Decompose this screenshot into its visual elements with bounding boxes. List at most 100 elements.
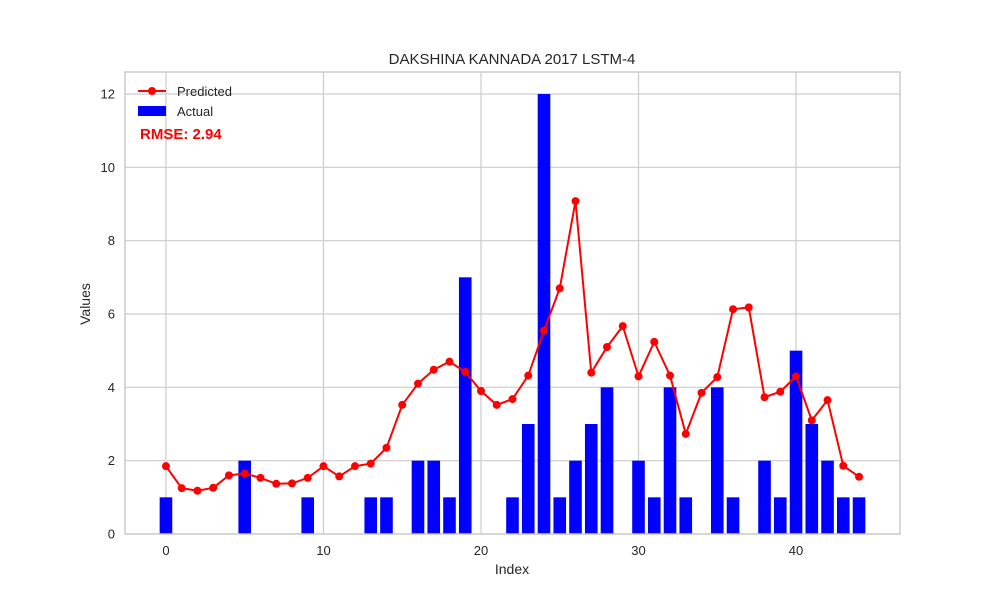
actual-bar — [584, 424, 598, 534]
actual-bar — [710, 387, 724, 534]
x-tick-label: 30 — [631, 543, 645, 558]
actual-bar — [600, 387, 614, 534]
predicted-point — [398, 400, 407, 409]
legend-predicted-label: Predicted — [177, 84, 232, 99]
predicted-point — [792, 372, 801, 381]
predicted-point — [603, 343, 612, 351]
y-tick-label: 6 — [108, 307, 115, 322]
actual-bar — [852, 497, 866, 534]
x-tick-label: 20 — [474, 543, 488, 558]
predicted-point — [303, 473, 312, 482]
actual-bar — [458, 277, 472, 534]
x-axis-label: Index — [495, 561, 529, 577]
y-tick-label: 4 — [108, 380, 115, 395]
predicted-point — [350, 462, 359, 471]
predicted-point — [713, 373, 722, 382]
x-tick-labels: 0 10 20 30 40 — [162, 543, 803, 558]
chart-title: DAKSHINA KANNADA 2017 LSTM-4 — [389, 51, 636, 68]
predicted-point — [209, 483, 218, 492]
legend: Predicted Actual — [138, 84, 232, 119]
x-tick-label: 40 — [789, 543, 803, 558]
predicted-point — [335, 472, 344, 481]
predicted-point — [823, 396, 832, 405]
predicted-point — [508, 395, 517, 404]
predicted-point — [650, 337, 659, 346]
predicted-point — [618, 322, 627, 331]
predicted-point — [287, 479, 296, 488]
plot-area — [125, 72, 900, 534]
predicted-point — [681, 429, 690, 438]
y-tick-label: 10 — [101, 160, 115, 175]
actual-bar — [521, 424, 535, 534]
y-axis-label: Values — [77, 283, 93, 325]
actual-bar — [364, 497, 378, 534]
actual-bar — [773, 497, 787, 534]
actual-bar — [632, 460, 645, 534]
predicted-point — [524, 371, 533, 380]
y-tick-label: 0 — [108, 527, 115, 542]
actual-bar — [647, 497, 661, 534]
actual-bar — [836, 497, 850, 534]
predicted-point — [177, 484, 186, 493]
predicted-point — [461, 367, 470, 376]
actual-bar — [443, 497, 456, 534]
predicted-point — [697, 388, 706, 397]
actual-bar — [238, 460, 252, 534]
predicted-point — [839, 461, 848, 470]
predicted-point — [240, 469, 249, 478]
actual-bar — [427, 460, 441, 534]
predicted-point — [319, 462, 328, 471]
predicted-point — [193, 486, 202, 495]
predicted-point — [224, 471, 233, 480]
legend-actual-label: Actual — [177, 104, 213, 119]
x-tick-label: 10 — [316, 543, 330, 558]
actual-bar — [506, 497, 519, 534]
actual-bar — [726, 497, 740, 534]
predicted-line — [161, 197, 864, 495]
actual-bar — [663, 387, 677, 534]
plot-frame — [124, 71, 901, 535]
legend-actual-swatch — [138, 106, 166, 116]
predicted-point — [256, 473, 265, 482]
predicted-point — [540, 326, 549, 335]
predicted-point — [666, 371, 675, 380]
predicted-point — [760, 393, 769, 402]
predicted-point — [729, 305, 738, 314]
y-tick-label: 12 — [101, 87, 115, 102]
predicted-point — [492, 400, 501, 409]
predicted-point — [476, 387, 485, 395]
predicted-point — [855, 472, 864, 481]
predicted-point — [807, 416, 816, 425]
legend-predicted-marker — [148, 87, 156, 95]
y-tick-labels: 0 2 4 6 8 10 12 — [101, 87, 115, 542]
actual-bar — [758, 460, 771, 534]
predicted-point — [776, 387, 785, 396]
actual-bar — [569, 460, 582, 534]
actual-bars — [159, 94, 866, 534]
predicted-point — [445, 357, 454, 366]
actual-bar — [301, 497, 315, 534]
y-tick-label: 2 — [108, 453, 115, 468]
predicted-point — [429, 365, 438, 374]
actual-bar — [553, 497, 567, 534]
predicted-point — [744, 303, 753, 312]
y-tick-label: 8 — [108, 233, 115, 248]
predicted-point — [272, 479, 281, 488]
actual-bar — [380, 497, 393, 534]
actual-bar — [805, 424, 819, 534]
rmse-annotation: RMSE: 2.94 — [140, 126, 222, 143]
predicted-point — [555, 284, 564, 293]
predicted-point — [366, 459, 375, 468]
actual-bar — [537, 94, 551, 534]
actual-bar — [679, 497, 693, 534]
predicted-point — [413, 379, 422, 388]
actual-bar — [821, 460, 834, 534]
x-tick-label: 0 — [162, 543, 169, 558]
actual-bar — [411, 460, 425, 534]
predicted-point — [587, 368, 596, 377]
predicted-point — [634, 372, 643, 381]
predicted-point — [382, 443, 391, 452]
actual-bar — [159, 497, 173, 534]
predicted-point — [161, 462, 170, 471]
